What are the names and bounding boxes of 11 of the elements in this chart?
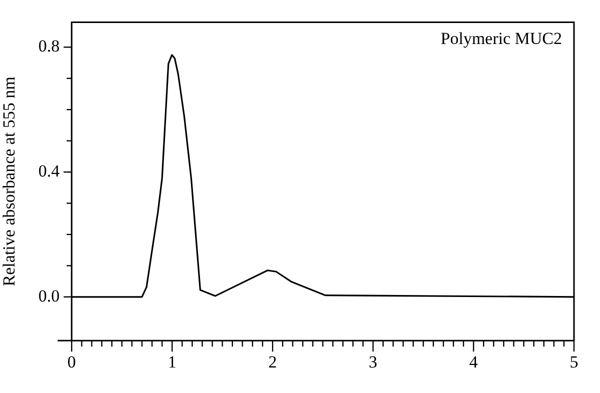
y-tick-label: 0.4 [38,162,60,181]
x-tick-label: 4 [469,352,478,372]
x-tick-label: 1 [168,352,176,372]
y-tick-label: 0.0 [38,286,60,306]
x-tick-label: 0 [67,352,76,372]
x-tick-label: 5 [570,352,578,372]
annotation: Polymeric MUC2 [440,29,562,48]
x-tick-label: 3 [368,352,378,372]
y-axis-title: Relative absorbance at 555 nm [0,76,19,286]
y-tick-label: 0.8 [38,36,60,56]
x-tick-label: 2 [268,352,277,372]
